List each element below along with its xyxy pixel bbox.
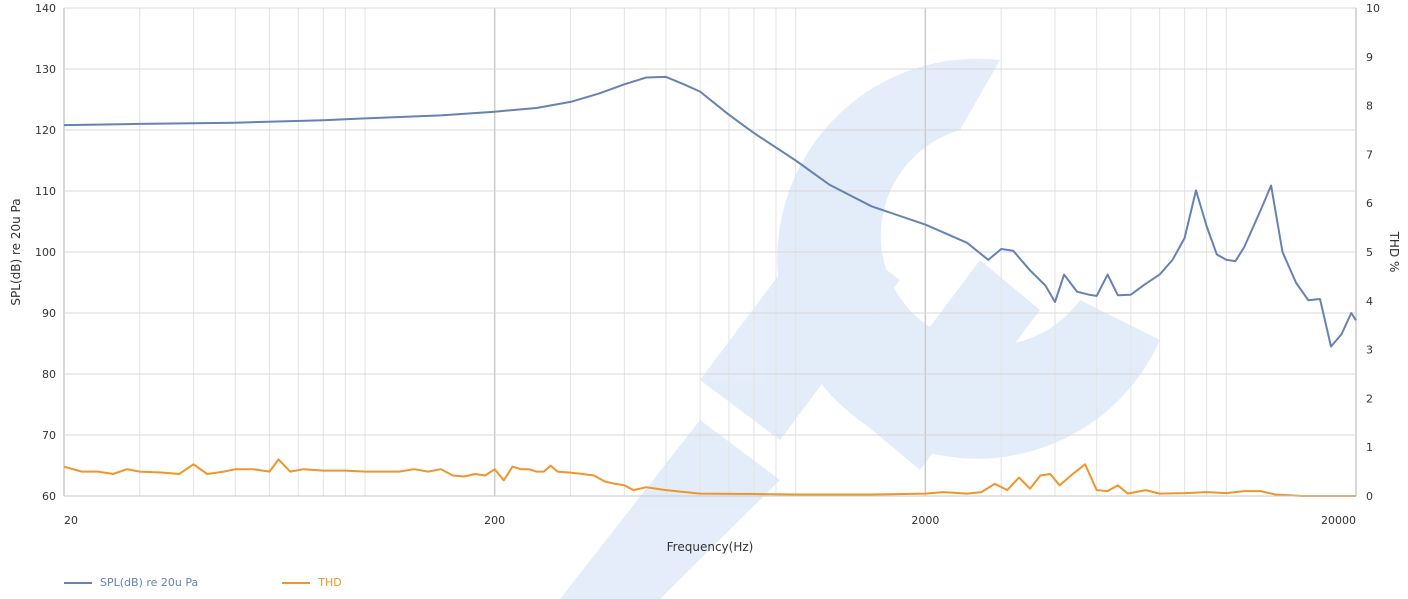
y-right-tick-label: 10 (1366, 2, 1380, 15)
y-right-tick-label: 1 (1366, 441, 1373, 454)
y-left-tick-label: 130 (35, 63, 56, 76)
y-right-tick-label: 4 (1366, 295, 1373, 308)
series-line-thd (63, 458, 1356, 497)
y-right-tick-label: 6 (1366, 197, 1373, 210)
tick-labels: 60 70 80 90 100 110 120 130 140 0 1 2 3 4 5 6 7 8 9 10 20 200… (35, 2, 1380, 527)
y-left-tick-label: 70 (42, 429, 56, 442)
y-left-tick-label: 120 (35, 124, 56, 137)
y-right-tick-label: 9 (1366, 51, 1373, 64)
legend-label-thd: THD (318, 576, 342, 589)
y-left-tick-label: 100 (35, 246, 56, 259)
legend-swatch-spl (64, 581, 92, 584)
x-tick-label: 20 (64, 514, 78, 527)
x-tick-label: 2000 (911, 514, 939, 527)
y-left-tick-label: 90 (42, 307, 56, 320)
y-left-tick-label: 110 (35, 185, 56, 198)
watermark-c-shape (777, 58, 1160, 459)
watermark-logo (560, 58, 1160, 599)
y-left-tick-label: 60 (42, 490, 56, 503)
y-right-tick-label: 3 (1366, 344, 1373, 357)
series-group (63, 75, 1357, 497)
series-line-spl (63, 75, 1357, 348)
major-gridlines (63, 7, 1357, 497)
y-left-tick-label: 140 (35, 2, 56, 15)
y-right-tick-label: 0 (1366, 490, 1373, 503)
y-axis-left-title: SPL(dB) re 20u Pa (9, 198, 23, 305)
legend: SPL(dB) re 20u Pa THD (64, 576, 342, 589)
y-right-tick-label: 5 (1366, 246, 1373, 259)
legend-item-thd[interactable]: THD (282, 576, 342, 589)
legend-swatch-thd (282, 581, 311, 584)
y-left-tick-label: 80 (42, 368, 56, 381)
watermark-stroke-3 (560, 420, 780, 599)
legend-label-spl: SPL(dB) re 20u Pa (100, 576, 199, 589)
watermark-stroke-1 (700, 220, 900, 440)
y-right-tick-label: 2 (1366, 392, 1373, 405)
x-tick-label: 200 (484, 514, 505, 527)
y-right-tick-label: 8 (1366, 100, 1373, 113)
legend-item-spl[interactable]: SPL(dB) re 20u Pa (64, 576, 198, 589)
x-axis-title: Frequency(Hz) (667, 540, 754, 554)
x-tick-label: 20000 (1321, 514, 1356, 527)
y-right-tick-label: 7 (1366, 148, 1373, 161)
y-axis-right-title: THD % (1387, 231, 1401, 273)
